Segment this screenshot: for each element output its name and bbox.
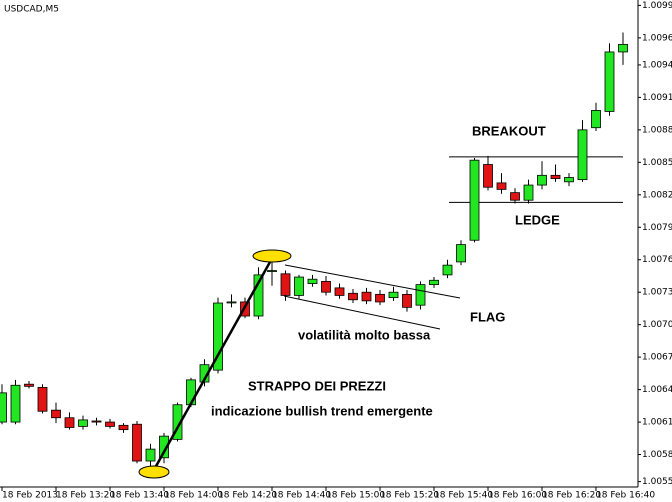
candle-body [118,424,129,431]
y-tick-label: 1.00820 [642,190,672,200]
x-tick-label: 18 Feb 14:00 [164,491,223,501]
y-tick-label: 1.00760 [642,255,672,265]
y-tick-label: 1.00580 [642,450,672,460]
candle-body [294,276,304,296]
y-tick-label: 1.00995 [642,1,672,11]
candle-body [375,293,385,303]
y-tick-label: 1.00940 [642,60,672,70]
candle-body [159,435,169,459]
annotation: indicazione bullish trend emergente [211,403,433,418]
y-tick-label: 1.00880 [642,125,672,135]
x-tick-label: 18 Feb 14:40 [272,491,331,501]
low-marker [138,465,170,479]
candle-body [145,448,156,462]
candle-body [604,51,615,112]
candle-body [618,43,628,53]
trend-line [153,261,272,469]
candle-body [105,421,115,427]
candle-body [78,419,88,427]
overlay [0,0,639,488]
candle-body [64,417,75,428]
candle-body [321,280,331,293]
annotation: FLAG [470,309,505,324]
candle-body [429,279,439,286]
y-tick-label: 1.00910 [642,93,672,103]
candle-body [456,244,466,263]
candle-body [496,182,507,190]
y-tick-label: 1.00700 [642,320,672,330]
y-tick-label: 1.00640 [642,385,672,395]
candle-body [10,384,21,423]
y-tick-label: 1.00670 [642,353,672,363]
x-tick-label: 18 Feb 13:40 [110,491,169,501]
candle-body [402,293,412,308]
y-tick-label: 1.00965 [642,33,672,43]
candle-body [91,420,102,423]
candle-body [226,301,237,304]
candle-body [510,192,520,201]
candle-body [267,270,277,272]
chart-title: USDCAD,M5 [4,5,59,15]
candle-body [537,174,547,186]
y-tick-label: 1.00610 [642,418,672,428]
candle-body [213,302,223,371]
x-tick-label: 18 Feb 14:20 [218,491,277,501]
x-tick-label: 18 Feb 16:40 [596,491,655,501]
annotation: volatilità molto bassa [298,327,431,342]
flag-lower-line [283,295,441,330]
candle-body [361,291,372,302]
candle-body [388,291,399,299]
candle-body [280,273,291,296]
annotation: LEDGE [515,212,560,227]
x-tick-label: 18 Feb 15:20 [380,491,439,501]
y-tick-label: 1.00555 [642,477,672,487]
annotation: BREAKOUT [472,123,546,138]
candle-body [469,159,480,241]
candle-body [132,423,142,462]
y-tick-label: 1.00790 [642,223,672,233]
y-tick-label: 1.00730 [642,288,672,298]
candle-body [37,387,48,412]
x-tick-label: 18 Feb 2013 [2,491,58,501]
candle-body [348,292,358,301]
x-tick-label: 18 Feb 16:20 [542,491,601,501]
x-tick-label: 18 Feb 16:00 [488,491,547,501]
plot [0,32,628,472]
x-tick-label: 18 Feb 15:40 [434,491,493,501]
candle-body [0,392,7,423]
candle-body [334,287,345,296]
high-marker [252,249,292,263]
candle-body [523,184,534,201]
annotation: STRAPPO DEI PREZZI [248,378,386,393]
candle-body [564,177,574,183]
candle-body [253,274,264,317]
candle-body [51,409,61,419]
flag-upper-line [284,264,461,299]
candle-body [483,164,493,188]
x-tick-label: 18 Feb 13:20 [56,491,115,501]
candle-body [307,278,318,284]
x-tick-label: 18 Feb 15:00 [326,491,385,501]
candle-body [442,264,453,276]
y-tick-label: 1.00850 [642,158,672,168]
candle-body [415,284,426,306]
candle-body [591,109,601,129]
candle-body [24,383,34,387]
candle-body [577,129,588,181]
candle-body [550,174,561,179]
